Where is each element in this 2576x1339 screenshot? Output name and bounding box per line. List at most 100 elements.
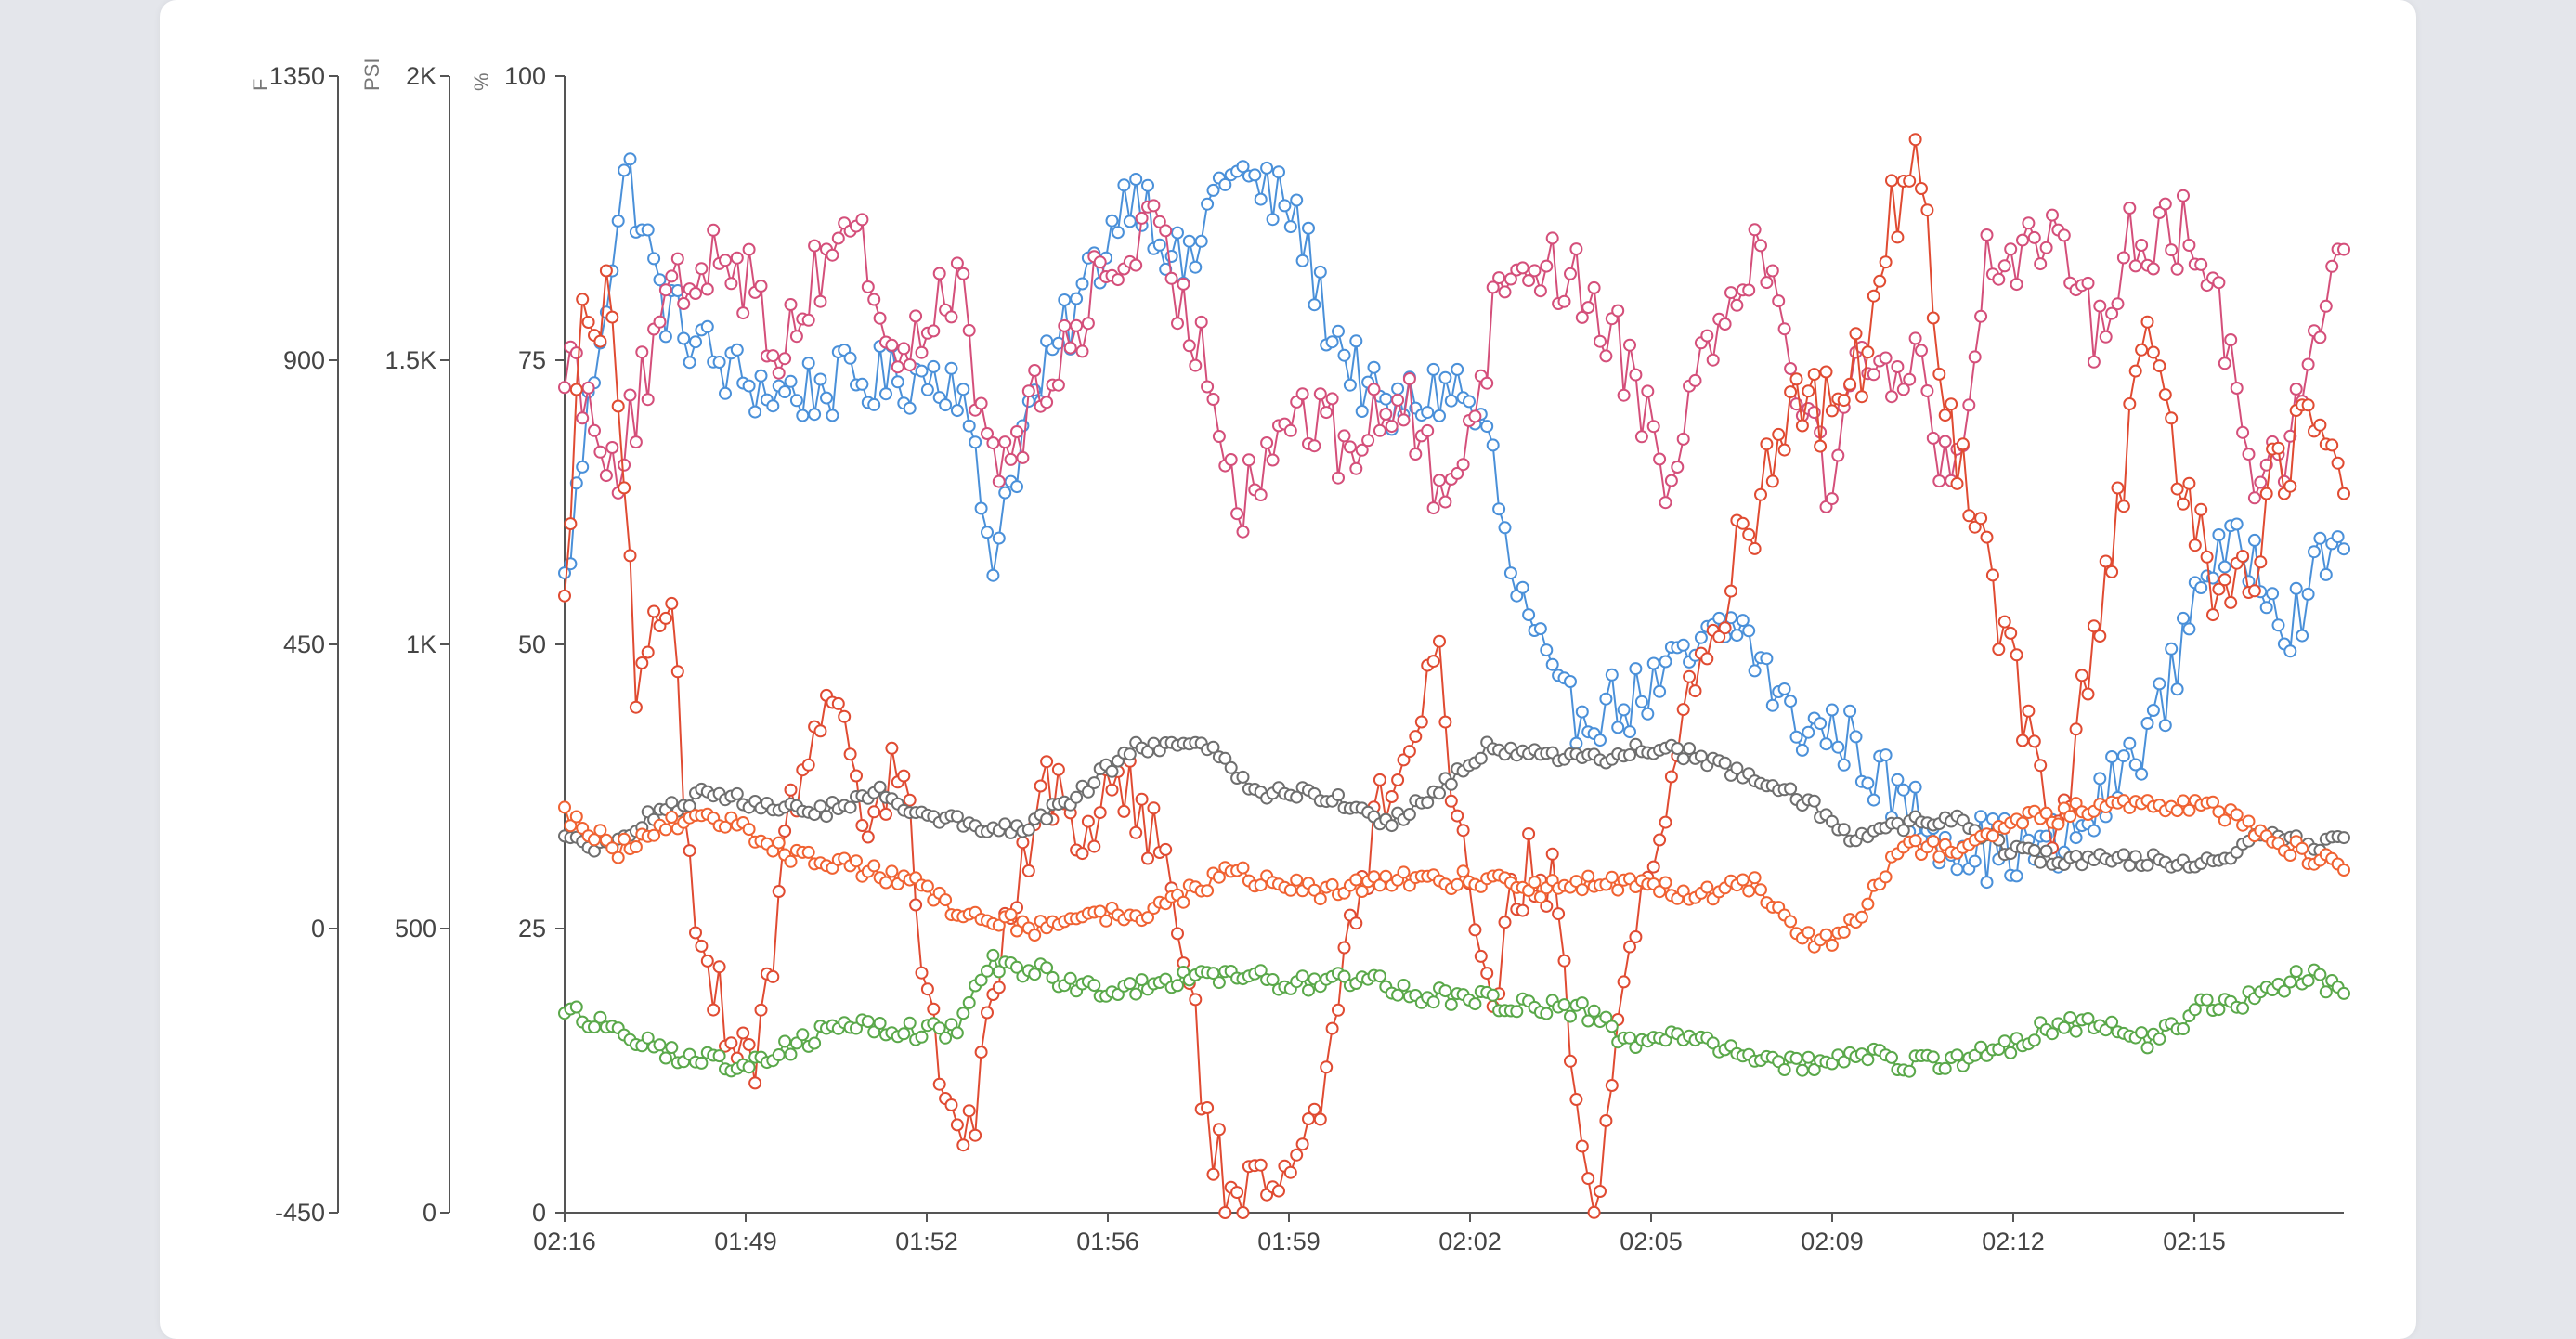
series-point-2 [1854,390,1868,404]
series-point-0 [712,356,726,369]
series-point-5 [1575,996,1589,1010]
series-point-1 [2093,299,2107,313]
series-point-1 [944,310,958,324]
series-point-1 [2337,242,2350,256]
series-point-0 [658,330,672,344]
series-point-4 [1379,869,1393,883]
series-point-0 [569,476,583,490]
series-point-0 [1908,780,1922,794]
series-point-1 [1111,273,1125,287]
chart-card: 1350 900 450 0 -450 F 2K 1.5K 1K 500 0 PSI 100 75 50 25… [160,0,2416,1339]
y-tick-label-F: 0 [311,915,325,942]
series-point-5 [2027,1034,2041,1047]
series-point-3 [1730,761,1744,775]
series-point-0 [1337,348,1351,362]
series-point-2 [1736,516,1750,530]
series-point-0 [1540,644,1554,657]
series-point-2 [2099,554,2113,568]
series-point-0 [939,398,953,412]
series-point-2 [1569,1093,1583,1106]
series-point-1 [569,346,583,360]
series-point-1 [2313,331,2327,344]
series-point-0 [992,531,1006,545]
series-point-0 [1653,684,1667,698]
series-point-1 [1224,453,1238,466]
series-point-2 [2331,456,2345,470]
series-point-5 [962,995,976,1009]
series-point-2 [618,481,631,495]
series-point-0 [974,501,988,515]
x-tick-label: 02:12 [1982,1228,2045,1255]
y-tick-label-pct: 50 [518,630,546,658]
series-point-2 [1444,794,1458,808]
series-point-0 [1569,736,1583,750]
series-point-2 [1516,904,1529,917]
series-point-1 [2177,188,2190,202]
series-point-2 [1236,1206,1250,1219]
series-point-2 [2016,734,2029,748]
series-point-5 [712,1049,726,1063]
series-point-2 [2153,359,2166,373]
series-point-2 [1087,839,1101,853]
series-point-5 [2063,1011,2077,1024]
series-point-0 [2194,581,2208,594]
series-point-2 [2135,343,2149,357]
series-point-0 [2158,719,2172,733]
series-point-0 [1444,394,1458,408]
series-point-2 [1332,1003,1345,1017]
series-point-4 [1283,883,1297,897]
series-point-2 [1391,774,1405,786]
series-point-2 [1915,182,1928,195]
series-point-1 [1367,383,1381,396]
series-point-3 [2128,850,2142,864]
series-point-2 [801,758,815,772]
series-point-2 [909,898,923,912]
series-point-0 [653,273,667,287]
series-point-5 [897,1027,911,1041]
series-point-5 [2057,1020,2071,1034]
series-point-0 [2105,750,2119,763]
series-point-3 [1683,742,1697,756]
series-point-5 [1974,1040,1988,1054]
series-point-2 [1962,509,1976,523]
series-point-1 [1194,315,1208,329]
series-point-0 [1646,656,1660,670]
series-point-3 [1718,756,1732,770]
series-point-1 [2289,383,2303,396]
series-point-0 [1111,226,1125,240]
series-point-1 [2182,239,2196,252]
series-point-4 [1825,938,1839,952]
series-point-2 [1081,814,1095,828]
series-point-1 [1426,501,1440,515]
series-point-0 [879,387,892,401]
series-point-2 [2301,398,2315,412]
x-tick-label: 02:16 [533,1228,596,1255]
series-point-1 [2301,358,2315,371]
series-point-4 [1201,884,1215,898]
series-point-1 [1075,344,1089,358]
series-point-4 [1932,850,1946,864]
series-point-1 [1129,258,1143,272]
series-point-1 [826,248,839,262]
series-point-2 [2254,555,2268,569]
series-point-5 [1129,987,1143,1001]
series-point-1 [915,345,929,359]
series-point-0 [998,486,1012,500]
series-point-2 [754,1003,768,1017]
series-point-3 [2034,855,2048,869]
series-point-0 [2069,831,2083,845]
series-point-2 [599,264,613,278]
series-point-5 [2069,1024,2083,1038]
series-point-0 [2289,581,2303,595]
series-point-5 [569,1000,583,1014]
series-point-1 [927,324,941,338]
series-point-1 [784,298,798,311]
series-point-5 [1254,964,1268,978]
series-point-0 [1623,725,1636,739]
series-point-2 [1938,409,1952,422]
series-point-2 [2075,669,2088,682]
series-point-2 [1700,652,1714,666]
series-point-1 [897,342,911,356]
series-point-5 [1885,1050,1898,1064]
series-point-5 [1486,988,1500,1002]
